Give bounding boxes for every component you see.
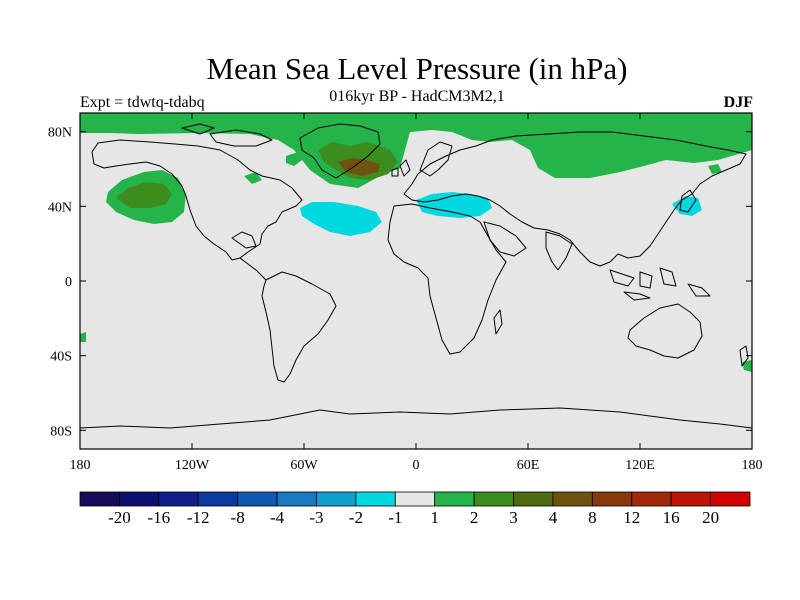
colorbar-swatch [670, 491, 711, 507]
lat-tick-label: 80S [50, 424, 72, 439]
colorbar-swatch [237, 491, 278, 507]
colorbar-label: -4 [270, 508, 285, 527]
map-subtitle: 016kyr BP - HadCM3M2,1 [329, 88, 505, 105]
anomaly-area-hudson [244, 172, 262, 184]
lon-tick-label: 120W [175, 458, 210, 473]
coastline-greenland [299, 123, 381, 179]
lon-tick-label: 0 [413, 458, 420, 473]
colorbar-swatch [710, 491, 751, 507]
coastline-eurasia [403, 131, 747, 267]
colorbar-label: 20 [702, 508, 719, 527]
coastline-arctic-islands [181, 123, 273, 147]
coastline-central-america [239, 257, 267, 281]
colorbar: -20 -16 -12 -8 -4 -3 -2 -1 1 2 3 4 8 12 16 20 [79, 491, 751, 527]
coastline-gulf-of-mexico [231, 231, 257, 249]
lon-tick-label: 60W [290, 458, 318, 473]
coastline-british-isles [391, 159, 411, 177]
colorbar-label: 2 [470, 508, 479, 527]
colorbar-label: -8 [231, 508, 245, 527]
colorbar-label: -16 [147, 508, 170, 527]
coastline-maritime-southeast-asia [609, 267, 711, 301]
coastline-antarctica [80, 407, 752, 429]
lon-tick-label: 180 [742, 458, 763, 473]
colorbar-swatch [119, 491, 160, 507]
colorbar-swatch [276, 491, 317, 507]
anomaly-area-north-atlantic-core [338, 158, 380, 176]
lon-tick-label: 120E [625, 458, 655, 473]
colorbar-label: -1 [388, 508, 402, 527]
colorbar-label: -12 [187, 508, 210, 527]
colorbar-label: 8 [588, 508, 597, 527]
lat-tick-label: 0 [65, 275, 72, 290]
anomaly-area-west-edge [80, 332, 86, 342]
longitude-axis: 180 120W 60W 0 60E 120E 180 [70, 113, 763, 473]
lon-tick-label: 180 [70, 458, 91, 473]
season-label: DJF [723, 94, 753, 111]
colorbar-swatch [473, 491, 514, 507]
experiment-label: Expt = tdwtq-tdabq [80, 94, 205, 111]
anomaly-area-north-pacific-core [116, 182, 172, 208]
coastline-madagascar [493, 309, 503, 335]
anomaly-area-japan-negative [672, 196, 702, 216]
colorbar-label: -20 [108, 508, 131, 527]
colorbar-label: 4 [549, 508, 558, 527]
colorbar-swatch [158, 491, 199, 507]
colorbar-swatch [316, 491, 357, 507]
colorbar-label: 1 [430, 508, 439, 527]
coastline-africa [387, 203, 507, 355]
colorbar-swatch [513, 491, 554, 507]
colorbar-swatch [631, 491, 672, 507]
lat-tick-label: 40S [50, 350, 72, 365]
coastline-new-zealand [739, 345, 749, 367]
coastlines [80, 123, 752, 429]
lat-tick-label: 40N [48, 200, 72, 215]
coastline-north-america [91, 139, 303, 261]
latitude-axis: 80N 40N 0 40S 80S [48, 126, 752, 439]
coastline-japan [679, 189, 697, 213]
map-title: Mean Sea Level Pressure (in hPa) [206, 51, 628, 86]
colorbar-label: -3 [309, 508, 323, 527]
anomaly-area-labrador [286, 152, 302, 166]
colorbar-label: 12 [623, 508, 640, 527]
anomaly-area-mediterranean-negative [416, 192, 492, 218]
colorbar-swatch [79, 491, 120, 507]
colorbar-swatch [355, 491, 396, 507]
coastline-australia [627, 303, 703, 359]
colorbar-label: -2 [349, 508, 363, 527]
anomaly-area-azores-negative [300, 202, 382, 236]
colorbar-label: 16 [663, 508, 680, 527]
colorbar-swatch [591, 491, 633, 507]
colorbar-swatch [434, 491, 475, 507]
coastline-south-america [261, 271, 337, 383]
anomaly-area-pacific-nw [708, 164, 722, 174]
colorbar-swatch [197, 491, 239, 507]
coastline-scandinavia [419, 141, 453, 177]
coastline-india [545, 231, 573, 271]
lat-tick-label: 80N [48, 126, 72, 141]
colorbar-swatch [552, 491, 593, 507]
colorbar-swatch [394, 491, 436, 507]
colorbar-label: 3 [509, 508, 518, 527]
lon-tick-label: 60E [517, 458, 540, 473]
coastline-arabia [483, 221, 527, 257]
